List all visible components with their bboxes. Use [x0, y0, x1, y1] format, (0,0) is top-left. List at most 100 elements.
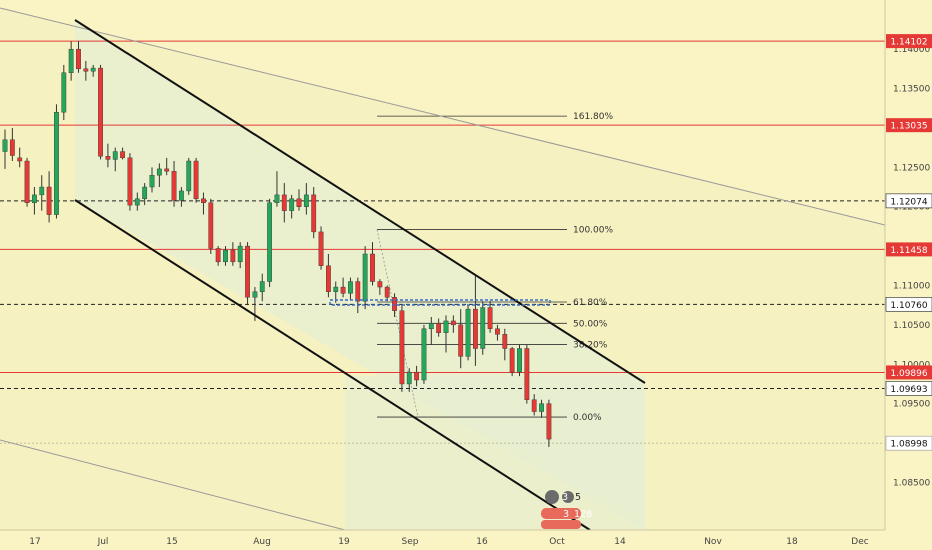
candle-body[interactable] [2, 139, 8, 152]
candle-body[interactable] [9, 139, 15, 156]
event-badge-pill[interactable] [541, 508, 581, 519]
candle-body[interactable] [134, 198, 140, 206]
candle-body[interactable] [252, 291, 258, 298]
price-level-tag [885, 193, 932, 209]
candle-body[interactable] [524, 348, 530, 400]
candle-body[interactable] [296, 198, 302, 207]
candle-body[interactable] [112, 151, 118, 160]
candle-body[interactable] [406, 371, 412, 385]
candle-body[interactable] [450, 320, 456, 326]
candle-body[interactable] [414, 371, 419, 381]
candle-body[interactable] [436, 323, 442, 333]
fib-level-label: 38.20% [573, 341, 608, 351]
candle-body[interactable] [333, 286, 339, 292]
time-tick-label: Aug [253, 537, 271, 547]
candle-body[interactable] [281, 194, 287, 211]
candle-body[interactable] [370, 253, 375, 282]
event-badge-pill[interactable] [541, 520, 581, 529]
candle-body[interactable] [245, 245, 250, 298]
candle-body[interactable] [377, 281, 383, 288]
candle-body[interactable] [46, 186, 52, 215]
candle-body[interactable] [24, 160, 30, 203]
candle-body[interactable] [355, 281, 361, 302]
price-level-tag [886, 242, 932, 257]
time-axis[interactable] [0, 530, 885, 550]
candle-body[interactable] [142, 186, 148, 200]
candle-body[interactable] [502, 334, 508, 349]
candle-body[interactable] [480, 307, 486, 349]
price-level-tag [885, 297, 932, 312]
candle-body[interactable] [303, 194, 309, 207]
candle-body[interactable] [186, 160, 192, 192]
outer-lower-trendline[interactable] [0, 439, 346, 531]
outer-upper-trendline[interactable] [0, 7, 886, 226]
candle-body[interactable] [487, 307, 493, 330]
candle-body[interactable] [171, 171, 177, 201]
candle-body[interactable] [32, 194, 37, 203]
candle-body[interactable] [156, 168, 162, 176]
candle-body[interactable] [90, 67, 96, 72]
candle-body[interactable] [392, 297, 397, 311]
candle-body[interactable] [215, 248, 221, 263]
candle-body[interactable] [362, 253, 368, 302]
candle-body[interactable] [230, 249, 236, 263]
price-tick-label: 1.10500 [893, 321, 930, 331]
candle-body[interactable] [208, 202, 214, 249]
candle-body[interactable] [201, 198, 206, 203]
candle-body[interactable] [83, 68, 89, 72]
time-tick-label: 17 [29, 537, 40, 547]
event-badges[interactable]: 3 5 3 128 [541, 490, 592, 529]
candle-body[interactable] [17, 157, 23, 162]
channel-upper-line[interactable] [74, 19, 646, 384]
candle-body[interactable] [178, 190, 184, 201]
price-level-label: 1.14102 [890, 38, 927, 48]
time-tick-label: Oct [549, 537, 565, 547]
candle-body[interactable] [164, 168, 170, 172]
candle-body[interactable] [318, 231, 324, 266]
candle-body[interactable] [61, 72, 67, 113]
candle-body[interactable] [54, 111, 59, 215]
candle-body[interactable] [193, 160, 199, 200]
candle-body[interactable] [223, 249, 228, 263]
candle-body[interactable] [399, 310, 405, 385]
candle-body[interactable] [98, 67, 103, 157]
candle-body[interactable] [443, 320, 449, 333]
candle-body[interactable] [539, 403, 544, 412]
candle-body[interactable] [127, 157, 133, 206]
candle-body[interactable] [465, 308, 471, 357]
candle-body[interactable] [458, 324, 464, 357]
candle-body[interactable] [274, 194, 280, 203]
channel-lower-line[interactable] [74, 199, 591, 531]
candle-body[interactable] [428, 323, 434, 330]
candle-body[interactable] [120, 151, 126, 159]
event-badge-icon[interactable] [545, 490, 559, 504]
candle-body[interactable] [348, 281, 353, 294]
price-tick-label: 1.08500 [893, 478, 930, 488]
candle-body[interactable] [421, 328, 427, 381]
candle-body[interactable] [237, 245, 243, 263]
candle-body[interactable] [39, 186, 45, 196]
candle-body[interactable] [267, 202, 272, 282]
candle-body[interactable] [311, 194, 317, 233]
candle-body[interactable] [384, 286, 390, 298]
candle-body[interactable] [326, 265, 331, 292]
candle-body[interactable] [76, 48, 81, 70]
candle-body[interactable] [149, 174, 155, 188]
candle-body[interactable] [531, 399, 537, 412]
event-badge-count: 128 [574, 509, 592, 520]
candle-body[interactable] [340, 286, 346, 294]
candle-body[interactable] [546, 403, 552, 440]
candle-body[interactable] [68, 48, 74, 73]
candle-body[interactable] [259, 281, 265, 292]
support-zone-box[interactable] [329, 299, 551, 306]
fib-level-label: 61.80% [573, 298, 608, 308]
candle-body[interactable] [105, 156, 111, 160]
event-badge-icon[interactable] [562, 491, 574, 503]
candle-body[interactable] [473, 308, 478, 349]
candle-body[interactable] [289, 198, 295, 211]
candle-body[interactable] [509, 348, 515, 373]
candle-body[interactable] [495, 328, 500, 335]
price-axis[interactable] [885, 0, 932, 550]
candle-body[interactable] [517, 348, 522, 373]
